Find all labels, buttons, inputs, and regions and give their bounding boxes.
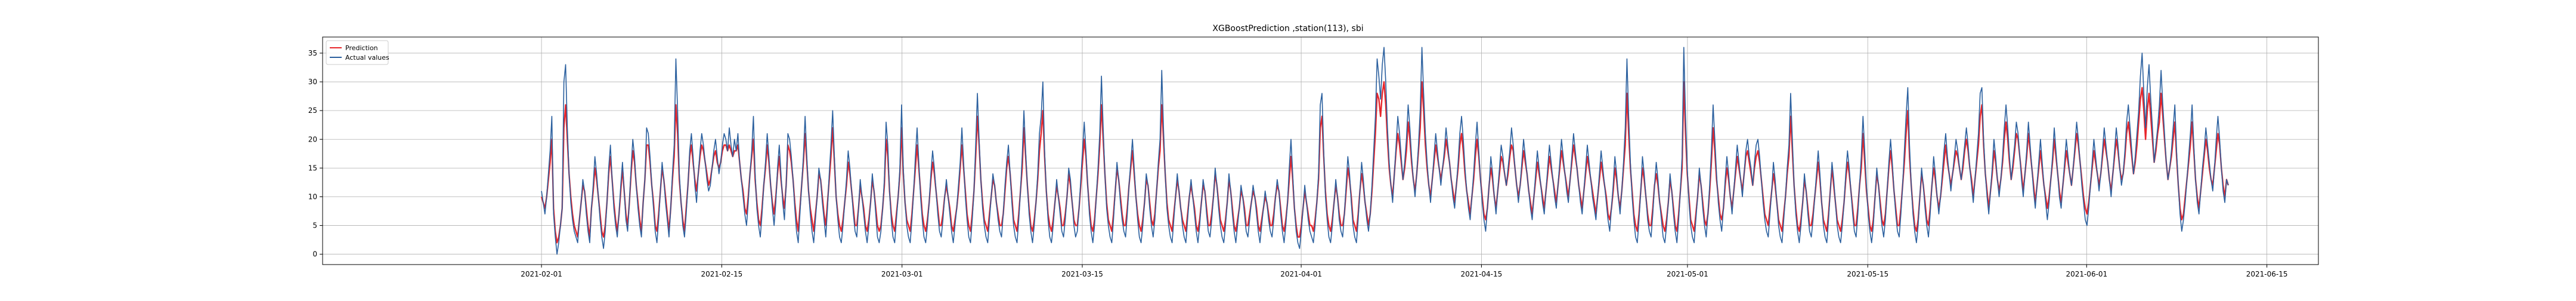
x-tick-label: 2021-03-01 (881, 270, 923, 278)
actual-values-line (541, 47, 2229, 255)
x-tick-label: 2021-04-15 (1461, 270, 1503, 278)
chart-title: XGBoostPrediction ,station(113), sbi (1212, 24, 1363, 33)
y-tick-label: 30 (308, 78, 317, 86)
y-tick-label: 0 (312, 250, 317, 259)
legend: Prediction Actual values (326, 40, 389, 65)
x-tick-label: 2021-06-01 (2066, 270, 2107, 278)
y-tick-label: 15 (308, 164, 317, 172)
x-tick-label: 2021-05-01 (1667, 270, 1708, 278)
legend-label: Actual values (345, 54, 389, 62)
x-tick-label: 2021-06-15 (2246, 270, 2288, 278)
plot-area-frame (322, 36, 2319, 265)
x-tick-label: 2021-03-15 (1061, 270, 1103, 278)
y-tick-label: 35 (308, 49, 317, 57)
x-tick-label: 2021-02-01 (521, 270, 562, 278)
legend-box (326, 40, 389, 65)
y-tick-label: 10 (308, 192, 317, 201)
y-tick-label: 5 (312, 222, 317, 230)
prediction-line (540, 81, 2229, 244)
x-tick-label: 2021-04-01 (1280, 270, 1322, 278)
x-tick-label: 2021-02-15 (701, 270, 743, 278)
axis-ticks: 0 5 10 15 20 25 30 35 2021-02-01 2021-02-15 2021-0… (308, 49, 2288, 278)
y-tick-label: 20 (308, 135, 317, 143)
x-tick-label: 2021-05-15 (1847, 270, 1888, 278)
plot-series (540, 47, 2229, 255)
y-tick-label: 25 (308, 106, 317, 115)
legend-label: Prediction (345, 44, 378, 52)
